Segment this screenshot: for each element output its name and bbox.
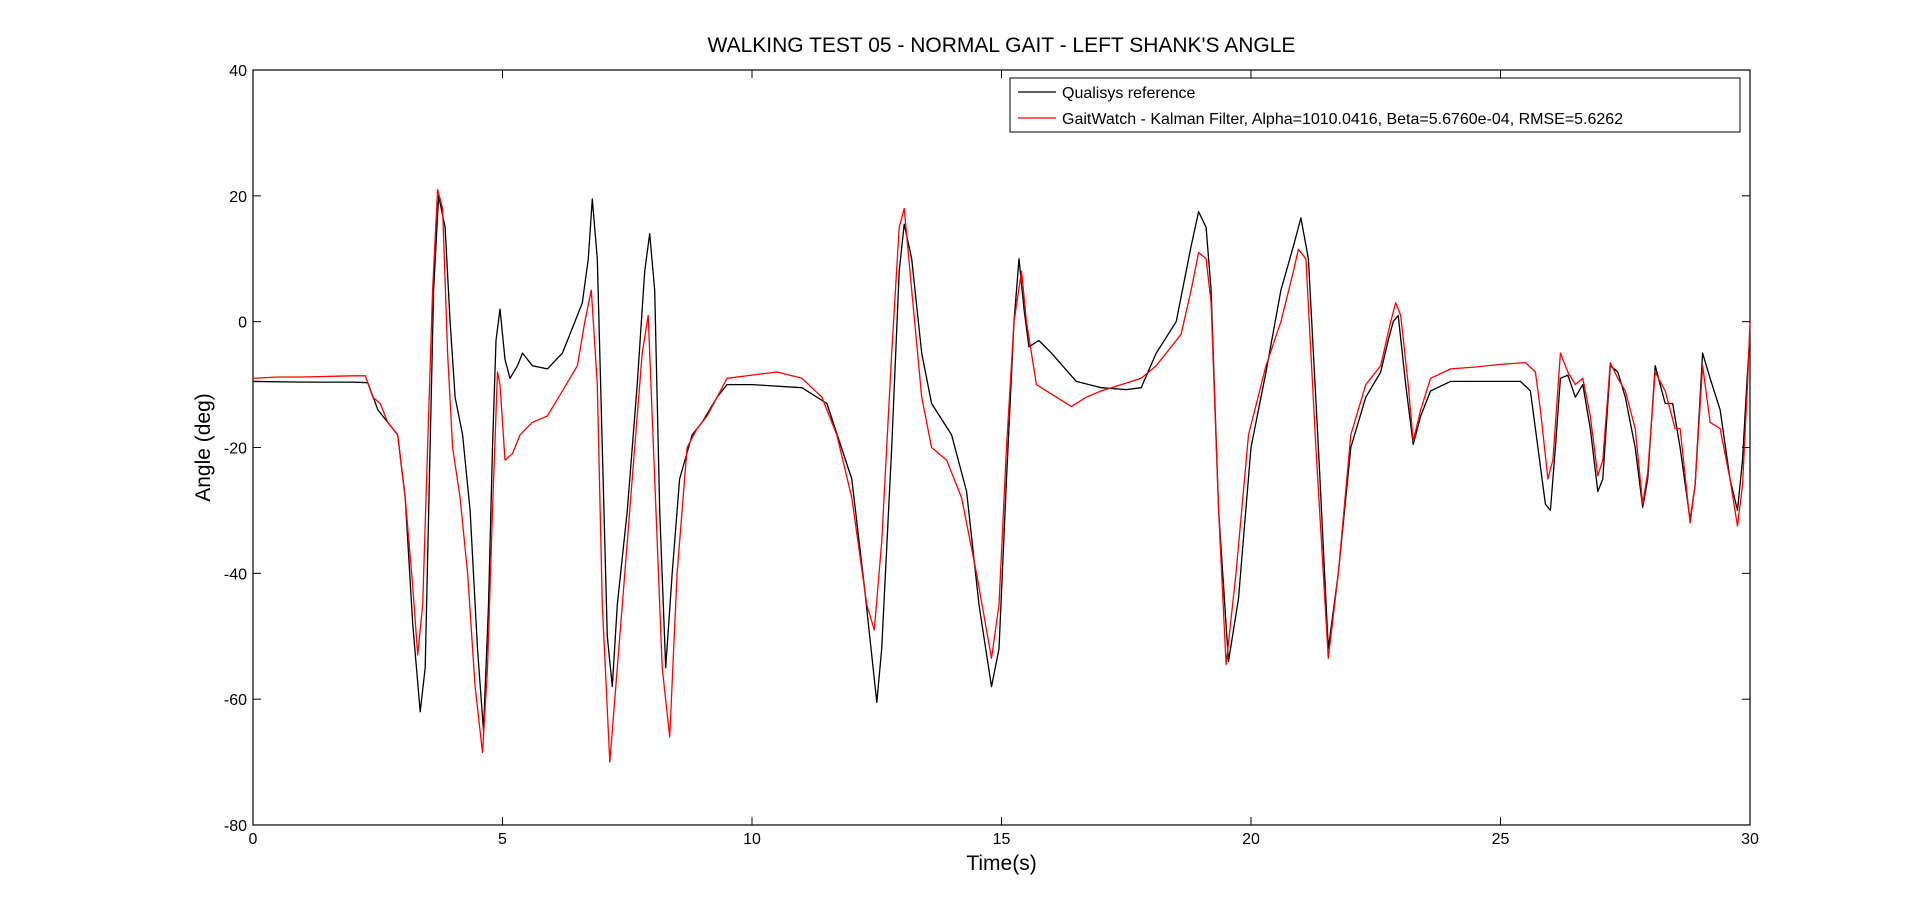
x-axis-ticks: 0 5 10 15 20 25 30 [249,70,1759,848]
series-line-1 [252,188,1751,763]
x-tick-label: 30 [1741,831,1759,848]
y-tick-label: 40 [229,63,247,80]
y-tick-label: -80 [224,818,247,835]
legend-label-qualisys: Qualisys reference [1062,85,1195,102]
chart-title: WALKING TEST 05 - NORMAL GAIT - LEFT SHA… [708,34,1296,57]
x-tick-label: 25 [1492,831,1510,848]
x-tick-label: 10 [743,831,761,848]
y-axis-ticks: -80 -60 -40 -20 0 20 40 [224,63,1750,835]
y-tick-label: 20 [229,189,247,206]
legend: Qualisys reference GaitWatch - Kalman Fi… [1009,77,1741,133]
y-axis-label: Angle (deg) [192,393,215,502]
x-axis-label: Time(s) [966,852,1036,875]
y-tick-label: -20 [224,441,247,458]
y-tick-label: -60 [224,692,247,709]
y-tick-label: 0 [238,315,247,332]
x-tick-label: 5 [498,831,507,848]
plot-area: 0 5 10 15 20 25 30 -80 -60 -40 -20 0 20 40 [224,63,1759,848]
y-tick-label: -40 [224,566,247,583]
plot-frame [252,69,1751,826]
x-tick-label: 15 [993,831,1011,848]
legend-label-gaitwatch: GaitWatch - Kalman Filter, Alpha=1010.04… [1062,111,1623,128]
series-layer [252,188,1751,763]
legend-box [1009,77,1741,133]
x-tick-label: 20 [1242,831,1260,848]
x-tick-label: 0 [249,831,258,848]
